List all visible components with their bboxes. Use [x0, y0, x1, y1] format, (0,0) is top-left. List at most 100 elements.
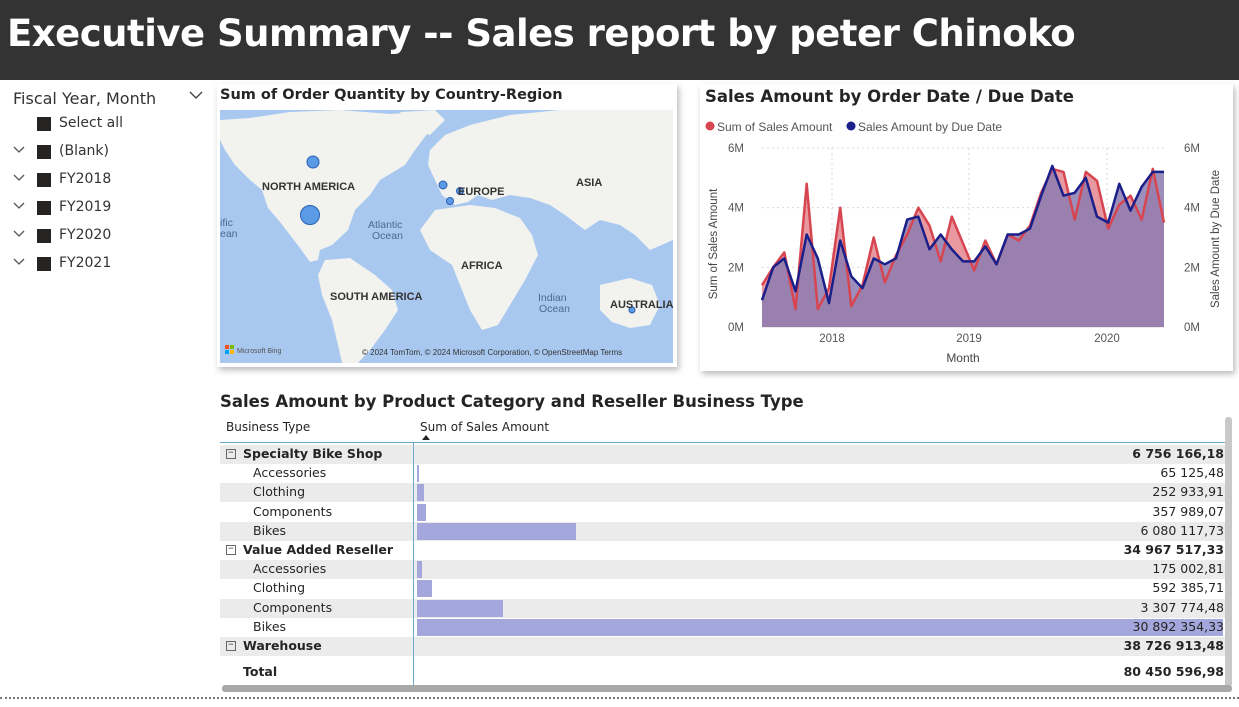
- slicer-item-fy2021[interactable]: FY2021: [0, 254, 200, 276]
- table-row[interactable]: Accessories 175 002,81: [220, 560, 1226, 580]
- bubble-germany[interactable]: [456, 187, 464, 195]
- line-chart-title: Sales Amount by Order Date / Due Date: [705, 87, 1074, 106]
- bubble-uk[interactable]: [438, 180, 448, 190]
- table-row[interactable]: Clothing 592 385,71: [220, 579, 1226, 598]
- checkbox[interactable]: [37, 201, 51, 215]
- bing-logo: Microsoft Bing: [225, 345, 281, 355]
- y-tick-right: 4M: [1184, 203, 1200, 215]
- land-greenland: [400, 110, 445, 135]
- slicer-item-select-all[interactable]: Select all: [0, 114, 200, 136]
- total-value: 80 450 596,98: [1123, 664, 1224, 680]
- y-tick-left: 2M: [728, 262, 744, 274]
- table-row[interactable]: Clothing 252 933,91: [220, 483, 1226, 503]
- row-label: Bikes: [253, 522, 287, 538]
- column-header-business-type[interactable]: Business Type: [226, 420, 311, 434]
- checkbox[interactable]: [37, 229, 51, 243]
- map-visual[interactable]: Sum of Order Quantity by Country-Region: [217, 84, 677, 367]
- map-label-atlantic-ocean: Ocean: [372, 230, 403, 242]
- checkbox[interactable]: [37, 257, 51, 271]
- y-tick-right: 6M: [1184, 143, 1200, 155]
- row-label: Clothing: [253, 580, 306, 596]
- checkbox[interactable]: [37, 117, 51, 131]
- expand-chevron-icon[interactable]: [12, 228, 26, 240]
- x-axis-label: Month: [946, 351, 979, 365]
- y-tick-left: 4M: [728, 203, 744, 215]
- matrix-title: Sales Amount by Product Category and Res…: [220, 392, 804, 411]
- land-north-america: [220, 110, 430, 262]
- table-group-row[interactable]: − Value Added Reseller 34 967 517,33: [220, 541, 1226, 560]
- checkbox[interactable]: [37, 145, 51, 159]
- row-value: 30 892 354,33: [1132, 618, 1224, 634]
- matrix-visual[interactable]: Sales Amount by Product Category and Res…: [218, 389, 1239, 694]
- table-row[interactable]: Bikes 6 080 117,73: [220, 521, 1226, 541]
- table-row[interactable]: Components 357 989,07: [220, 503, 1226, 522]
- column-divider: [413, 443, 414, 685]
- column-header-sales-amount[interactable]: Sum of Sales Amount: [420, 420, 550, 434]
- slicer-item-label: FY2019: [59, 199, 112, 215]
- total-label: Total: [243, 664, 278, 680]
- map-label-pacific-1: ific: [220, 217, 233, 229]
- table-group-row[interactable]: − Warehouse 38 726 913,48: [220, 637, 1226, 656]
- bubble-france[interactable]: [446, 197, 454, 205]
- legend-label-series1: Sum of Sales Amount: [717, 120, 833, 134]
- bubble-australia[interactable]: [628, 306, 636, 314]
- row-label: Components: [253, 503, 333, 519]
- expand-chevron-icon[interactable]: [12, 256, 26, 268]
- map-canvas[interactable]: NORTH AMERICA EUROPE ASIA AFRICA SOUTH A…: [220, 110, 673, 363]
- slicer-item-fy2020[interactable]: FY2020: [0, 226, 200, 248]
- collapse-icon[interactable]: −: [226, 641, 236, 651]
- data-bar: [417, 484, 424, 502]
- matrix-header: Business Type Sum of Sales Amount: [220, 417, 1228, 443]
- table-row[interactable]: Components 3 307 774,48: [220, 598, 1226, 618]
- bubble-canada[interactable]: [306, 155, 320, 169]
- data-bar: [417, 618, 1223, 636]
- horizontal-scrollbar[interactable]: [222, 685, 1232, 692]
- row-label: Warehouse: [243, 638, 322, 653]
- table-total-row: Total 80 450 596,98: [220, 663, 1226, 683]
- y-tick-right: 0M: [1184, 322, 1200, 334]
- expand-chevron-icon[interactable]: [12, 200, 26, 212]
- slicer-item-label: Select all: [59, 115, 123, 131]
- land-eurasia: [428, 110, 673, 250]
- land-africa: [420, 205, 538, 330]
- slicer-item-label: (Blank): [59, 143, 109, 159]
- slicer-title: Fiscal Year, Month: [13, 89, 157, 108]
- map-attribution[interactable]: © 2024 TomTom, © 2024 Microsoft Corporat…: [362, 348, 622, 357]
- line-chart-svg[interactable]: Sum of Sales Amount Sales Amount by Due …: [700, 84, 1233, 371]
- table-row[interactable]: Accessories 65 125,48: [220, 464, 1226, 483]
- page-divider: [0, 697, 1239, 699]
- row-value: 357 989,07: [1152, 503, 1224, 519]
- x-tick-label: 2020: [1094, 333, 1120, 345]
- chevron-down-icon[interactable]: [188, 88, 204, 102]
- area-series2: [762, 165, 1164, 327]
- expand-chevron-icon[interactable]: [12, 144, 26, 156]
- y-axis-label-right: Sales Amount by Due Date: [1210, 170, 1222, 308]
- slicer-item-label: FY2018: [59, 171, 112, 187]
- line-series1: [760, 167, 1166, 311]
- y-tick-left: 6M: [728, 143, 744, 155]
- collapse-icon[interactable]: −: [226, 449, 236, 459]
- map-label-africa: AFRICA: [461, 260, 503, 272]
- table-row[interactable]: Bikes 30 892 354,33: [220, 618, 1226, 637]
- map-label-south-america: SOUTH AMERICA: [330, 291, 423, 303]
- data-bar: [417, 580, 433, 598]
- legend-marker-series1: [705, 121, 715, 131]
- bubble-united-states[interactable]: [300, 205, 320, 225]
- collapse-icon[interactable]: −: [226, 545, 236, 555]
- slicer-item-fy2018[interactable]: FY2018: [0, 170, 200, 192]
- checkbox[interactable]: [37, 173, 51, 187]
- row-label: Accessories: [253, 561, 327, 577]
- line-chart-visual[interactable]: Sales Amount by Order Date / Due Date Su…: [700, 84, 1233, 371]
- slicer-item-fy2019[interactable]: FY2019: [0, 198, 200, 220]
- row-value: 6 756 166,18: [1132, 446, 1224, 461]
- vertical-scrollbar[interactable]: [1225, 417, 1232, 687]
- slicer-item-blank[interactable]: (Blank): [0, 142, 200, 164]
- slicer-item-label: FY2021: [59, 255, 112, 271]
- row-value: 38 726 913,48: [1123, 638, 1224, 653]
- report-title: Executive Summary -- Sales report by pet…: [7, 12, 1076, 55]
- world-map[interactable]: NORTH AMERICA EUROPE ASIA AFRICA SOUTH A…: [220, 110, 673, 363]
- data-bar: [417, 599, 504, 617]
- map-label-australia: AUSTRALIA: [610, 299, 673, 311]
- expand-chevron-icon[interactable]: [12, 172, 26, 184]
- table-group-row[interactable]: − Specialty Bike Shop 6 756 166,18: [220, 445, 1226, 464]
